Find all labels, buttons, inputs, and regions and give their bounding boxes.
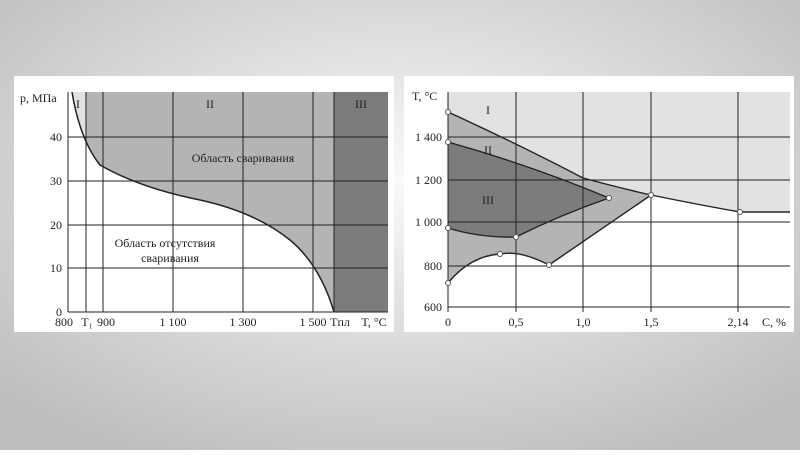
region-label: II [206,97,214,111]
y-axis-label: T, °C [412,89,437,103]
area-label: Область сваривания [192,151,295,165]
y-tick-label: 1 200 [415,173,442,187]
x-tick-label: T₁ [81,315,93,329]
y-tick-label: 1 000 [415,215,442,229]
x-tick-label: 1,5 [644,315,659,329]
y-tick-label: 0 [56,305,62,319]
area-label: сваривания [141,251,199,265]
left-diagram: p, МПа 0 10 20 30 40 800 T₁ 900 1 100 1 … [14,76,394,332]
region-iii [334,92,388,312]
points [445,109,743,286]
region-label: II [484,143,492,157]
grid [67,92,388,313]
y-axis-label: p, МПа [20,91,57,105]
x-axis-label: C, % [762,315,786,329]
x-tick-label: 900 [97,315,115,329]
no-weld-area [68,92,334,312]
x-tick-label: 1 100 [160,315,187,329]
y-tick-label: 600 [424,300,442,314]
x-tick-label: 1 500 [300,315,327,329]
y-tick-label: 30 [50,174,62,188]
x-tick-label: 0 [445,315,451,329]
boundary-curve [71,91,335,313]
y-tick-label: 1 400 [415,130,442,144]
x-axis-label: T, °C [361,315,386,329]
region-label: III [355,97,367,111]
region-label: I [486,103,490,117]
x-tick-label: 2,14 [728,315,749,329]
x-tick-label: 800 [55,315,73,329]
y-tick-label: 800 [424,259,442,273]
region-iii [448,142,609,238]
y-tick-label: 10 [50,261,62,275]
y-tick-label: 40 [50,130,62,144]
region-lower [448,195,651,283]
region-label: I [76,97,80,111]
region-label: III [482,193,494,207]
x-tick-label: 1,0 [576,315,591,329]
area-label: Область отсутствия [115,236,216,250]
x-tick-label: Tпл [330,315,350,329]
region-below [448,195,790,312]
x-tick-label: 1 300 [230,315,257,329]
y-tick-label: 20 [50,218,62,232]
x-tick-label: 0,5 [509,315,524,329]
right-diagram: T, °C 600 800 1 000 1 200 1 400 0 0,5 1,… [404,76,794,332]
grid [447,92,790,312]
